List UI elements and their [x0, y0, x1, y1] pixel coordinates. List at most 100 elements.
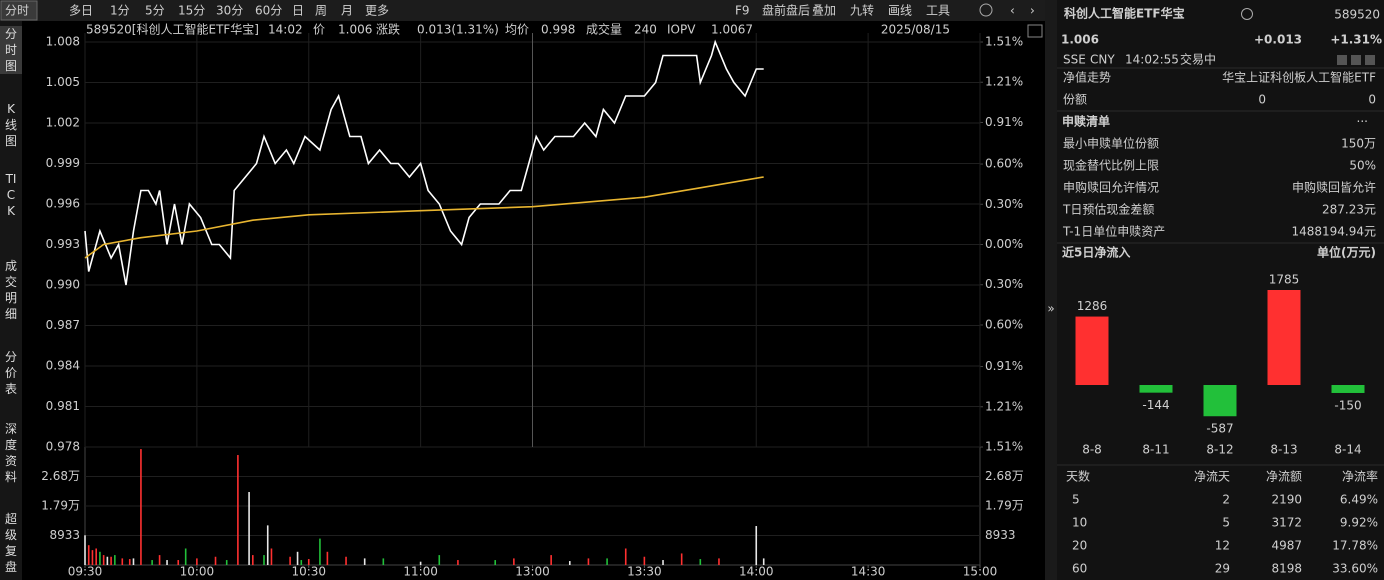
flow-category: 8-14 — [1334, 443, 1361, 457]
wp-icon[interactable] — [1027, 24, 1043, 38]
sidebar-tab[interactable]: TICK — [5, 172, 17, 218]
toolbar-tab[interactable]: 60分 — [255, 4, 282, 18]
table-cell: 5 — [1072, 493, 1080, 507]
y2-tick-label: 1.21% — [985, 75, 1023, 89]
prev-icon[interactable]: ‹ — [1010, 4, 1015, 18]
flow-category: 8-11 — [1142, 443, 1169, 457]
quote-price-label: 价 — [313, 23, 325, 37]
collapse-arrow[interactable]: » — [1047, 302, 1054, 316]
toolbar-tool[interactable]: 工具 — [926, 4, 950, 18]
toolbar-tool[interactable]: 九转 — [850, 3, 874, 18]
toolbar-tab[interactable]: 5分 — [145, 4, 165, 18]
toolbar-tool[interactable]: 画线 — [888, 4, 912, 18]
quote-time: 14:02 — [268, 23, 303, 37]
quote-code-name: 589520[科创人工智能ETF华宝] — [86, 22, 259, 37]
nav-label: 净值走势 — [1063, 70, 1111, 85]
volume-bar — [196, 558, 198, 565]
flow-category: 8-12 — [1206, 443, 1233, 457]
sidebar-tab[interactable]: K线图 — [4, 102, 17, 148]
volume-bar — [158, 555, 161, 565]
toolbar-tab[interactable]: 月 — [341, 4, 353, 18]
volume-bar — [755, 526, 758, 565]
table-cell: 6.49% — [1340, 493, 1378, 507]
toolbar-tab[interactable]: 日 — [292, 4, 304, 18]
toolbar-tab[interactable]: 多日 — [69, 4, 93, 18]
volume-bar — [237, 455, 239, 565]
flow-value-label: -587 — [1206, 422, 1233, 436]
flow-title: 近5日净流入 — [1062, 245, 1130, 260]
table-header: 净流率 — [1342, 469, 1378, 484]
quote-change: 0.013(1.31%) — [417, 23, 499, 37]
y2-tick-label: 0.60% — [985, 157, 1023, 171]
quote-volume-label: 成交量 — [586, 22, 622, 37]
quote-avg-label: 均价 — [505, 23, 529, 37]
volume-bar — [263, 555, 265, 565]
volume-bar — [419, 561, 422, 565]
y2-tick-label: 0.00% — [985, 237, 1023, 251]
quote-iopv: 1.0067 — [711, 23, 753, 37]
volume-bar — [550, 555, 552, 565]
sidebar-tab[interactable]: 成交明细 — [4, 259, 17, 321]
list-row-value: 287.23元 — [1322, 203, 1376, 217]
flow-value-label: 1286 — [1077, 299, 1108, 313]
toolbar-tab[interactable]: 30分 — [216, 4, 243, 18]
quote-price: 1.006 — [338, 23, 372, 37]
toolbar-tool[interactable]: 盘前盘后 — [762, 3, 810, 18]
settings-icon[interactable] — [979, 3, 993, 17]
list-row-label: T-1日单位申赎资产 — [1062, 224, 1165, 239]
price-line — [84, 176, 764, 259]
volume-bar — [457, 560, 459, 565]
panel-icon — [1365, 55, 1375, 65]
volume-bar — [680, 553, 683, 565]
sidebar-tab[interactable]: 超级复盘 — [4, 512, 17, 574]
quote-change-label: 涨跌 — [376, 22, 400, 37]
share-label: 份额 — [1063, 93, 1087, 107]
y2-tick-label: 0.30% — [985, 277, 1023, 291]
y-tick-label: 1.002 — [46, 116, 80, 130]
toolbar-tab[interactable]: 1分 — [110, 4, 130, 18]
toolbar-bg — [0, 0, 1384, 21]
volume-bar — [177, 560, 180, 565]
toolbar-tab[interactable]: 分时 — [5, 4, 29, 18]
toolbar-tool[interactable]: 叠加 — [812, 4, 836, 18]
panel-icon — [1351, 55, 1361, 65]
toolbar-tab[interactable]: 周 — [315, 4, 327, 18]
sidebar-tab[interactable]: 分价表 — [4, 350, 17, 396]
y-tick-label: 1.008 — [46, 35, 80, 49]
volume-bar — [248, 492, 250, 565]
flow-bar — [1075, 316, 1109, 385]
volume-bar — [624, 548, 627, 565]
volume-bar — [718, 558, 720, 565]
x-tick-label: 09:30 — [68, 565, 103, 579]
y-tick-label: 0.993 — [46, 237, 80, 251]
list-row-value: 1488194.94元 — [1291, 225, 1376, 239]
toolbar-tool[interactable]: F9 — [735, 4, 750, 18]
sidebar-tab[interactable]: 深度资料 — [4, 422, 17, 484]
table-cell: 17.78% — [1332, 539, 1378, 553]
y-tick-label: 0.984 — [46, 359, 80, 373]
list-row-value: 申购赎回皆允许 — [1292, 180, 1376, 195]
toolbar-tab[interactable]: 15分 — [178, 4, 205, 18]
sidebar-tab[interactable]: 分时图 — [0, 26, 22, 74]
volume-bar — [643, 556, 646, 565]
volume-bar — [382, 558, 385, 565]
next-icon[interactable]: › — [1030, 4, 1035, 18]
flow-bar — [1203, 385, 1237, 417]
volume-bar — [345, 556, 347, 565]
volume-bar — [184, 548, 187, 565]
flow-bar — [1267, 290, 1301, 385]
toolbar-tab[interactable]: 更多 — [365, 4, 389, 18]
panel-code: 589520 — [1334, 8, 1380, 22]
panel-time: 14:02:55 — [1125, 53, 1179, 67]
x-tick-label: 13:00 — [515, 565, 550, 579]
table-cell: 33.60% — [1332, 562, 1378, 576]
volume-tick-label: 2.68万 — [985, 469, 1024, 483]
panel-bg — [1057, 0, 1384, 580]
panel-icon — [1337, 55, 1347, 65]
volume-bar — [662, 560, 664, 565]
table-cell: 4987 — [1271, 539, 1302, 553]
volume-bar — [95, 548, 97, 565]
volume-bar — [289, 556, 291, 565]
volume-bar — [91, 550, 94, 565]
